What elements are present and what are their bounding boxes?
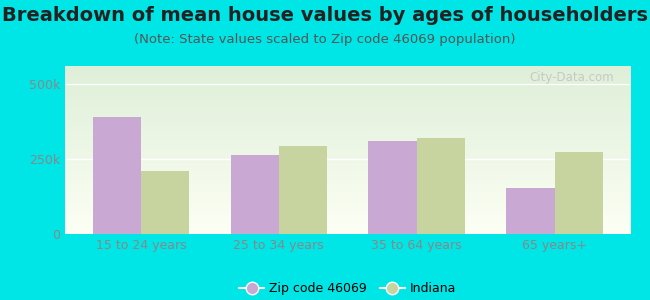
- Bar: [554, 152, 603, 234]
- Bar: [506, 188, 554, 234]
- Bar: [279, 146, 327, 234]
- Legend: Zip code 46069, Indiana: Zip code 46069, Indiana: [235, 277, 461, 300]
- Text: City-Data.com: City-Data.com: [529, 71, 614, 84]
- Text: (Note: State values scaled to Zip code 46069 population): (Note: State values scaled to Zip code 4…: [135, 33, 515, 46]
- Bar: [417, 138, 465, 234]
- Bar: [369, 141, 417, 234]
- Bar: [92, 117, 141, 234]
- Bar: [231, 154, 279, 234]
- Bar: [141, 171, 189, 234]
- Text: Breakdown of mean house values by ages of householders: Breakdown of mean house values by ages o…: [2, 6, 648, 25]
